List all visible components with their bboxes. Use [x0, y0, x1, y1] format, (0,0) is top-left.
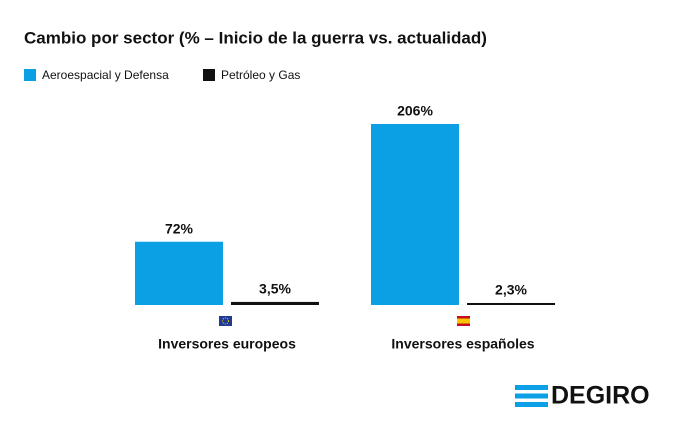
- legend-label: Petróleo y Gas: [221, 68, 300, 82]
- chart-title: Cambio por sector (% – Inicio de la guer…: [24, 28, 487, 47]
- legend-swatch: [203, 69, 215, 81]
- value-label: 3,5%: [259, 281, 291, 297]
- value-label: 72%: [165, 220, 194, 236]
- legend-swatch: [24, 69, 36, 81]
- legend-label: Aeroespacial y Defensa: [42, 68, 169, 82]
- bar: [371, 124, 459, 305]
- category-label: Inversores europeos: [158, 336, 296, 352]
- bar: [135, 241, 223, 305]
- flag-es: [457, 316, 470, 326]
- bar: [467, 302, 555, 305]
- logo-mark: [515, 385, 548, 407]
- value-label: 2,3%: [495, 282, 527, 298]
- flag-eu: [219, 316, 232, 326]
- logo-text: DEGIRO: [551, 382, 650, 410]
- value-label: 206%: [397, 103, 433, 119]
- bar: [231, 301, 319, 305]
- category-label: Inversores españoles: [391, 336, 534, 352]
